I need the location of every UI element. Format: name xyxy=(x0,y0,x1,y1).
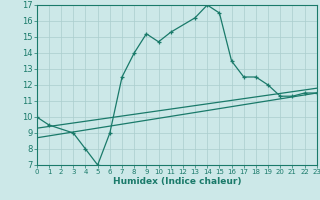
X-axis label: Humidex (Indice chaleur): Humidex (Indice chaleur) xyxy=(113,177,241,186)
